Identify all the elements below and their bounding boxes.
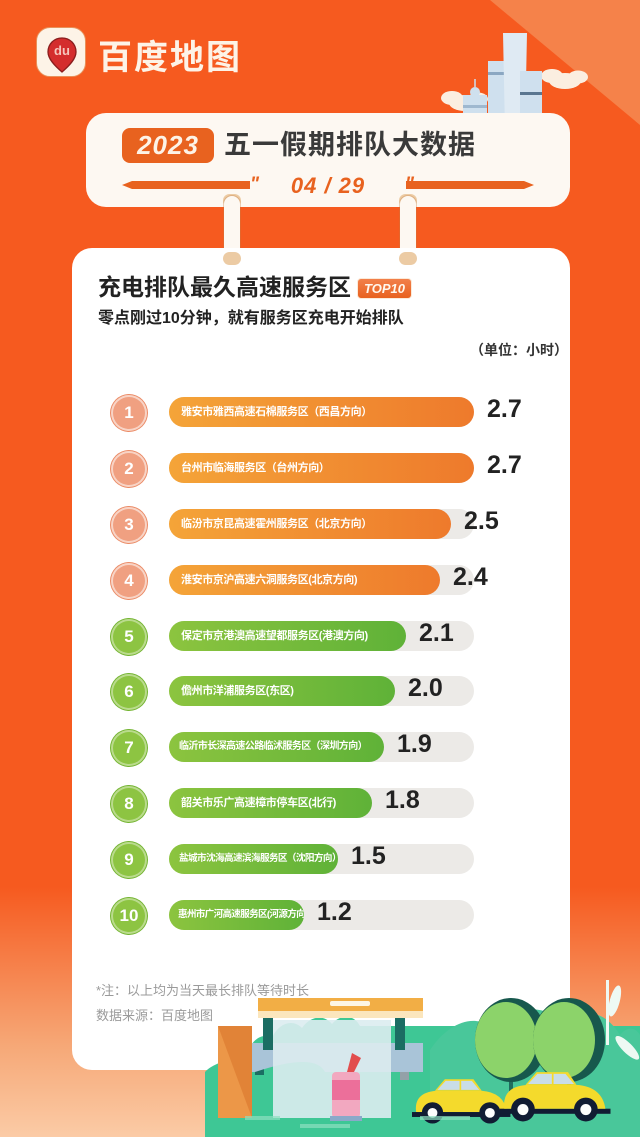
svg-text:du: du	[54, 43, 70, 58]
